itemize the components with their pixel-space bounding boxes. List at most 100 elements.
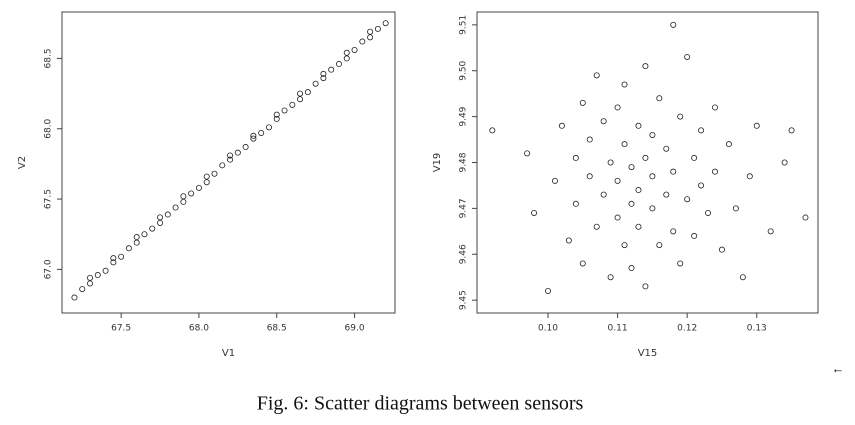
point: [367, 34, 374, 41]
point: [579, 260, 586, 267]
point: [607, 274, 614, 281]
point: [71, 294, 78, 301]
plot-frame: [61, 11, 396, 314]
y-tick-label: 68.0: [44, 118, 54, 138]
point: [642, 63, 649, 70]
point: [802, 214, 809, 221]
y-tick-label: 67.0: [44, 259, 54, 279]
point: [328, 66, 335, 73]
point: [572, 200, 579, 207]
plot: 0.10 0.11 0.12 0.13 9.45 9.46 9.47 9.48 9.49 9.50…: [432, 11, 819, 359]
x-tick-label: 67.5: [111, 324, 131, 334]
point: [621, 141, 628, 148]
point: [273, 111, 280, 118]
point: [531, 209, 538, 216]
point: [133, 239, 140, 246]
plot: 67.5 68.0 68.5 69.0 67.0 67.5 68.0 68.5 V1 V2: [17, 11, 396, 359]
point: [593, 72, 600, 79]
point: [663, 145, 670, 152]
point: [628, 164, 635, 171]
point: [157, 214, 164, 221]
point: [172, 204, 179, 211]
y-tick-label: 67.5: [44, 189, 54, 209]
point: [343, 55, 350, 62]
point: [656, 95, 663, 102]
point: [635, 223, 642, 230]
caption: Fig. 6: Scatter diagrams between sensors: [257, 393, 584, 415]
point: [565, 237, 572, 244]
point: [297, 96, 304, 103]
point: [359, 38, 366, 45]
point: [691, 154, 698, 161]
point: [149, 225, 156, 232]
point: [684, 53, 691, 60]
point: [705, 209, 712, 216]
point: [712, 168, 719, 175]
point: [718, 246, 725, 253]
point: [649, 131, 656, 138]
point: [320, 75, 327, 82]
x-tick-label: 68.5: [267, 324, 287, 334]
point: [621, 81, 628, 88]
point: [551, 177, 558, 184]
point: [739, 274, 746, 281]
y-tick-label: 68.5: [43, 48, 53, 68]
point: [489, 127, 496, 134]
point: [164, 211, 171, 218]
x-axis-label: V1: [222, 348, 235, 359]
point: [677, 260, 684, 267]
point: [203, 173, 210, 180]
point: [600, 118, 607, 125]
point: [180, 193, 187, 200]
point: [572, 154, 579, 161]
x-tick-label: 68.0: [189, 324, 209, 334]
plot-frame: [476, 11, 819, 314]
y-tick-label: 9.49: [459, 106, 469, 126]
point: [628, 265, 635, 272]
point: [351, 46, 358, 53]
x-tick-label: 69.0: [345, 324, 365, 334]
point: [781, 159, 788, 166]
y-axis-label: V2: [17, 156, 28, 169]
point: [642, 283, 649, 290]
point: [195, 184, 202, 191]
point: [635, 187, 642, 194]
point: [753, 122, 760, 129]
point: [211, 170, 218, 177]
point: [725, 141, 732, 148]
point: [586, 173, 593, 180]
point: [614, 214, 621, 221]
point: [670, 168, 677, 175]
x-tick-label: 0.10: [538, 324, 558, 334]
point: [227, 152, 234, 159]
point: [273, 115, 280, 122]
point: [621, 242, 628, 249]
point: [79, 286, 86, 293]
point: [732, 205, 739, 212]
point: [180, 198, 187, 205]
point: [250, 132, 257, 139]
point: [614, 104, 621, 111]
point: [265, 124, 272, 131]
point: [593, 223, 600, 230]
point: [684, 196, 691, 203]
point: [374, 25, 381, 32]
point: [558, 122, 565, 129]
point: [141, 231, 148, 238]
point: [203, 179, 210, 186]
point: [691, 232, 698, 239]
point: [649, 173, 656, 180]
point: [110, 255, 117, 262]
x-axis-label: V15: [638, 348, 658, 359]
point: [788, 127, 795, 134]
point: [219, 162, 226, 169]
point: [544, 287, 551, 294]
point: [670, 228, 677, 235]
y-tick-label: 9.48: [459, 152, 469, 172]
point: [367, 28, 374, 35]
point: [157, 219, 164, 226]
point: [698, 182, 705, 189]
point: [586, 136, 593, 143]
x-tick-label: 0.12: [677, 324, 697, 334]
